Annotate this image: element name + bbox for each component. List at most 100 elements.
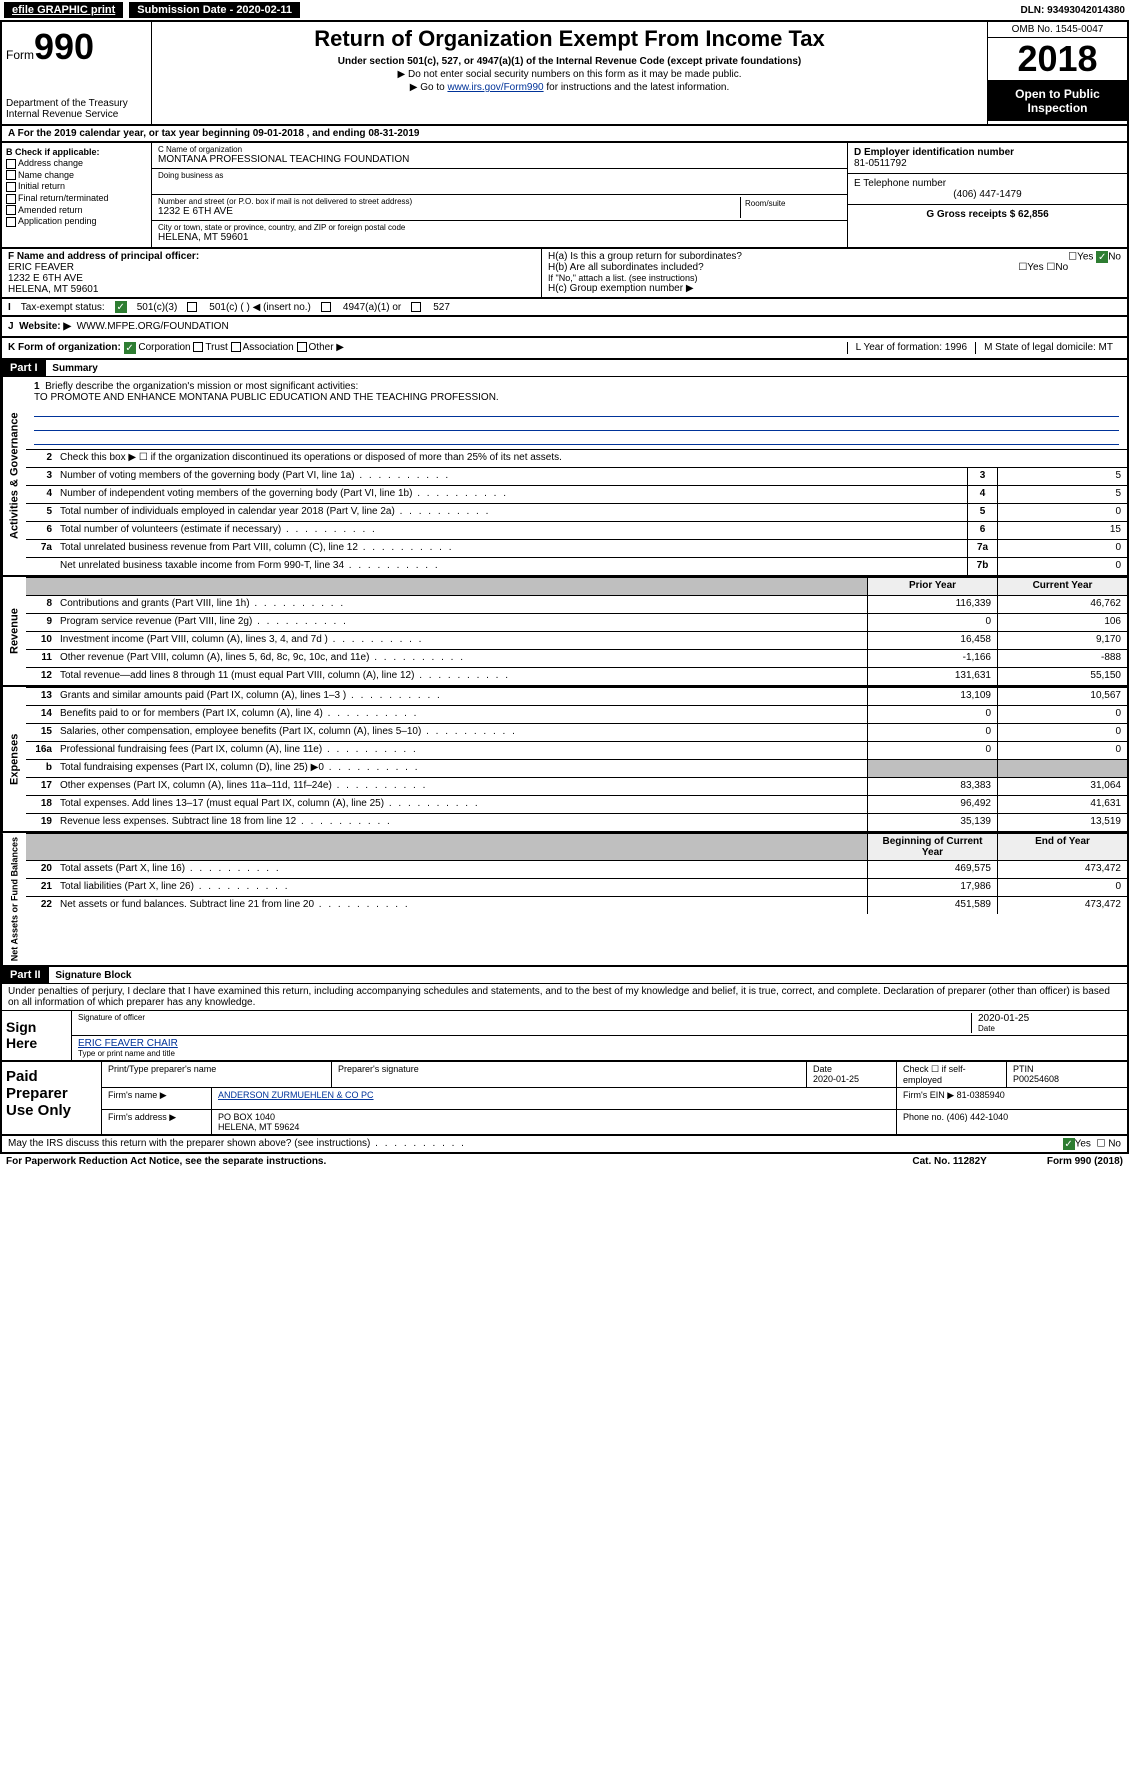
revenue-line: 12Total revenue—add lines 8 through 11 (… bbox=[26, 667, 1127, 685]
governance-section: Activities & Governance 1 Briefly descri… bbox=[0, 377, 1129, 577]
cat-no: Cat. No. 11282Y bbox=[912, 1156, 986, 1167]
chk-4947[interactable] bbox=[321, 302, 331, 312]
gov-line: 6Total number of volunteers (estimate if… bbox=[26, 521, 1127, 539]
state-domicile: M State of legal domicile: MT bbox=[975, 342, 1121, 354]
year-formation: L Year of formation: 1996 bbox=[847, 342, 975, 354]
line1-num: 1 bbox=[34, 381, 40, 392]
side-label-revenue: Revenue bbox=[2, 577, 26, 685]
firm-name[interactable]: ANDERSON ZURMUEHLEN & CO PC bbox=[218, 1090, 374, 1100]
dln: DLN: 93493042014380 bbox=[1020, 5, 1125, 16]
dept-treasury: Department of the Treasury Internal Reve… bbox=[6, 98, 147, 120]
chk-final-return[interactable] bbox=[6, 194, 16, 204]
tax-year: 2018 bbox=[988, 38, 1127, 81]
chk-app-pending[interactable] bbox=[6, 217, 16, 227]
gov-line: 4Number of independent voting members of… bbox=[26, 485, 1127, 503]
gov-line: Net unrelated business taxable income fr… bbox=[26, 557, 1127, 575]
chk-501c[interactable] bbox=[187, 302, 197, 312]
website-label: Website: ▶ bbox=[19, 321, 71, 332]
side-label-expenses: Expenses bbox=[2, 687, 26, 831]
hc-label: H(c) Group exemption number ▶ bbox=[548, 283, 1121, 294]
phone-label: E Telephone number bbox=[854, 178, 946, 189]
tax-exempt-row: ITax-exempt status: ✓501(c)(3) 501(c) ( … bbox=[0, 299, 1129, 317]
subtitle-3: ▶ Go to www.irs.gov/Form990 for instruct… bbox=[160, 82, 979, 93]
part2-header: Part II bbox=[2, 967, 49, 983]
officer-label: F Name and address of principal officer: bbox=[8, 251, 199, 262]
officer-name: ERIC FEAVER bbox=[8, 262, 74, 273]
org-name: MONTANA PROFESSIONAL TEACHING FOUNDATION bbox=[158, 154, 841, 165]
net-assets-section: Net Assets or Fund Balances Beginning of… bbox=[0, 833, 1129, 967]
subtitle-1: Under section 501(c), 527, or 4947(a)(1)… bbox=[160, 56, 979, 67]
ha-no-checked: ✓ bbox=[1096, 251, 1108, 263]
sig-date: 2020-01-25 bbox=[978, 1013, 1121, 1024]
gross-receipts: G Gross receipts $ 62,856 bbox=[926, 209, 1048, 220]
firm-phone: (406) 442-1040 bbox=[947, 1112, 1009, 1122]
city-state-zip: HELENA, MT 59601 bbox=[158, 232, 841, 243]
room-label: Room/suite bbox=[745, 199, 837, 208]
gov-line: 7aTotal unrelated business revenue from … bbox=[26, 539, 1127, 557]
gov-line: 5Total number of individuals employed in… bbox=[26, 503, 1127, 521]
sig-officer-label: Signature of officer bbox=[78, 1013, 971, 1022]
website-value: WWW.MFPE.ORG/FOUNDATION bbox=[77, 321, 229, 332]
discuss-yes-checked: ✓ bbox=[1063, 1138, 1075, 1150]
beg-year-hdr: Beginning of Current Year bbox=[867, 834, 997, 860]
form-word: Form bbox=[6, 48, 34, 62]
chk-name-change[interactable] bbox=[6, 170, 16, 180]
part2-bar: Part II Signature Block bbox=[0, 967, 1129, 984]
chk-amended[interactable] bbox=[6, 205, 16, 215]
officer-group-row: F Name and address of principal officer:… bbox=[0, 249, 1129, 299]
form-header: Form990 Department of the Treasury Inter… bbox=[0, 22, 1129, 126]
revenue-line: 8Contributions and grants (Part VIII, li… bbox=[26, 595, 1127, 613]
self-employed-chk: Check ☐ if self-employed bbox=[897, 1062, 1007, 1087]
prior-year-hdr: Prior Year bbox=[867, 578, 997, 595]
addr-label: Number and street (or P.O. box if mail i… bbox=[158, 197, 740, 206]
firm-ein: 81-0385940 bbox=[957, 1090, 1005, 1100]
irs-link[interactable]: www.irs.gov/Form990 bbox=[447, 82, 543, 93]
expense-line: 17Other expenses (Part IX, column (A), l… bbox=[26, 777, 1127, 795]
part1-title: Summary bbox=[52, 363, 98, 374]
part2-title: Signature Block bbox=[55, 970, 131, 981]
end-year-hdr: End of Year bbox=[997, 834, 1127, 860]
chk-501c3: ✓ bbox=[115, 301, 127, 313]
col-b-checkboxes: B Check if applicable: Address change Na… bbox=[2, 143, 152, 247]
hb-note: If "No," attach a list. (see instruction… bbox=[548, 273, 1121, 283]
paid-preparer-label: Paid Preparer Use Only bbox=[2, 1062, 102, 1134]
gov-line: 2Check this box ▶ ☐ if the organization … bbox=[26, 449, 1127, 467]
chk-527[interactable] bbox=[411, 302, 421, 312]
bottom-note: For Paperwork Reduction Act Notice, see … bbox=[0, 1154, 1129, 1169]
part1-header: Part I bbox=[2, 360, 46, 376]
phone-value: (406) 447-1479 bbox=[854, 189, 1121, 200]
subtitle-2: ▶ Do not enter social security numbers o… bbox=[160, 69, 979, 80]
expense-line: 13Grants and similar amounts paid (Part … bbox=[26, 687, 1127, 705]
chk-trust[interactable] bbox=[193, 342, 203, 352]
chk-initial-return[interactable] bbox=[6, 182, 16, 192]
street-address: 1232 E 6TH AVE bbox=[158, 206, 740, 217]
firm-address: PO BOX 1040 HELENA, MT 59624 bbox=[212, 1110, 897, 1134]
chk-other[interactable] bbox=[297, 342, 307, 352]
revenue-section: Revenue Prior YearCurrent Year 8Contribu… bbox=[0, 577, 1129, 687]
preparer-sig-hdr: Preparer's signature bbox=[332, 1062, 807, 1087]
chk-association[interactable] bbox=[231, 342, 241, 352]
firm-name-label: Firm's name ▶ bbox=[102, 1088, 212, 1109]
expense-line: 19Revenue less expenses. Subtract line 1… bbox=[26, 813, 1127, 831]
expense-line: 15Salaries, other compensation, employee… bbox=[26, 723, 1127, 741]
perjury-text: Under penalties of perjury, I declare th… bbox=[2, 984, 1127, 1010]
preparer-date: 2020-01-25 bbox=[813, 1074, 859, 1084]
efile-link[interactable]: efile GRAPHIC print bbox=[4, 2, 123, 18]
discuss-text: May the IRS discuss this return with the… bbox=[8, 1138, 466, 1150]
ein-label: D Employer identification number bbox=[854, 147, 1014, 158]
row-a-tax-year: A For the 2019 calendar year, or tax yea… bbox=[0, 126, 1129, 143]
chk-corporation: ✓ bbox=[124, 342, 136, 354]
expenses-section: Expenses 13Grants and similar amounts pa… bbox=[0, 687, 1129, 833]
omb-number: OMB No. 1545-0047 bbox=[988, 22, 1127, 38]
officer-print-name[interactable]: ERIC FEAVER CHAIR bbox=[78, 1038, 1121, 1049]
print-name-label: Type or print name and title bbox=[78, 1049, 1121, 1058]
gov-line: 3Number of voting members of the governi… bbox=[26, 467, 1127, 485]
city-label: City or town, state or province, country… bbox=[158, 223, 841, 232]
net-line: 22Net assets or fund balances. Subtract … bbox=[26, 896, 1127, 914]
net-line: 20Total assets (Part X, line 16)469,5754… bbox=[26, 860, 1127, 878]
revenue-line: 10Investment income (Part VIII, column (… bbox=[26, 631, 1127, 649]
mission-label: Briefly describe the organization's miss… bbox=[45, 381, 358, 392]
officer-address: 1232 E 6TH AVE HELENA, MT 59601 bbox=[8, 273, 98, 295]
k-label: K Form of organization: bbox=[8, 342, 121, 354]
chk-address-change[interactable] bbox=[6, 159, 16, 169]
